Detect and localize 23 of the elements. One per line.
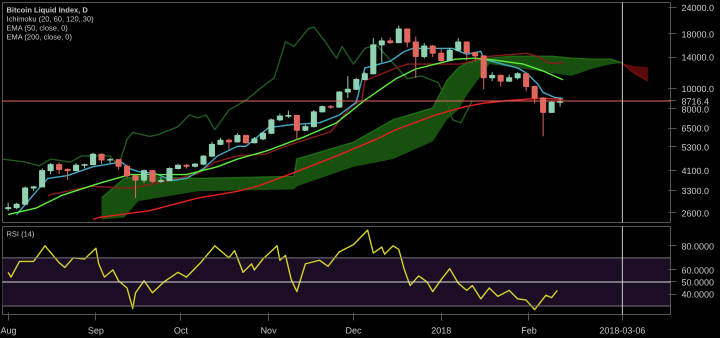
x-tick-label: Feb xyxy=(521,326,537,336)
x-tick-label: Oct xyxy=(174,326,188,336)
y-tick-label: 18000.0 xyxy=(682,29,714,40)
y-tick-label: 80.0000 xyxy=(682,241,714,252)
x-tick-label: Aug xyxy=(0,326,17,336)
x-tick-label: Dec xyxy=(345,326,362,336)
y-tick-label: 5300.0 xyxy=(682,142,710,152)
x-tick-label: 2018 xyxy=(431,326,452,336)
y-tick-label: 6500.0 xyxy=(682,124,710,134)
y-tick-label: 14000.0 xyxy=(682,52,714,63)
y-tick-label: 2600.0 xyxy=(682,208,710,218)
y-tick-label: 4100.0 xyxy=(682,166,710,176)
x-tick-label: Sep xyxy=(88,326,104,336)
y-tick-label: 10000.0 xyxy=(682,84,714,94)
y-tick-label: 8000.0 xyxy=(682,104,710,114)
ref-line-label: 50.0000 xyxy=(682,277,714,288)
ref-line-label: 8716.4 xyxy=(682,96,710,106)
y-tick-label: 40.0000 xyxy=(682,290,714,300)
x-tick-label: Nov xyxy=(260,326,278,336)
y-tick-label: 24000.0 xyxy=(682,2,714,13)
y-tick-label: 60.0000 xyxy=(682,265,714,276)
y-tick-label: 3300.0 xyxy=(682,186,710,196)
ref-line-label: 2018-03-06 xyxy=(599,326,646,336)
